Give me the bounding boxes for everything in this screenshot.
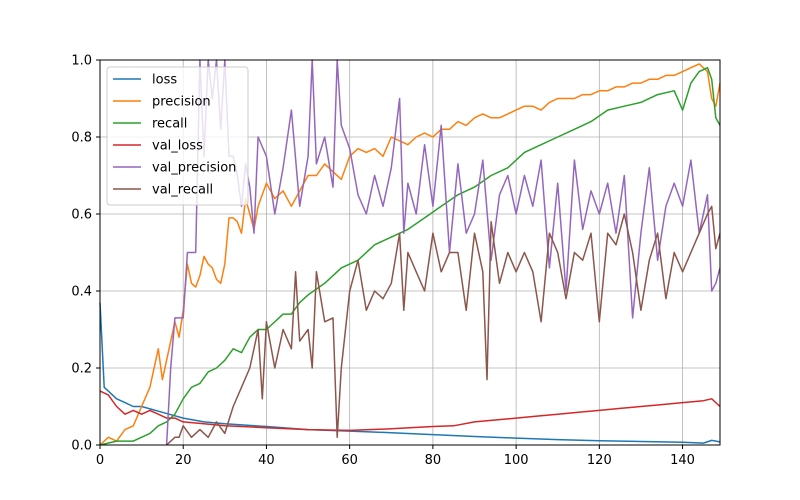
x-tick-label: 60: [341, 453, 358, 468]
plot-frame: [99, 59, 721, 446]
x-tick-label: 40: [258, 453, 275, 468]
x-tick-label: 140: [670, 453, 695, 468]
legend-label-val-precision: val_precision: [152, 161, 236, 176]
y-tick-label: 0.2: [71, 362, 92, 377]
series-line-recall: [99, 66, 721, 446]
legend-label-val-recall: val_recall: [152, 183, 213, 198]
x-tick-label: 20: [175, 453, 192, 468]
series-line-val-recall: [166, 205, 721, 446]
y-tick-label: 0.4: [71, 285, 92, 300]
legend-box: [106, 66, 249, 206]
x-tick-label: 120: [587, 453, 612, 468]
x-tick-label: 0: [96, 453, 104, 468]
y-tick-label: 0.6: [71, 208, 92, 223]
series-line-precision: [99, 63, 721, 446]
x-tick-label: 80: [425, 453, 442, 468]
y-tick-label: 1.0: [71, 54, 92, 69]
x-tick-label: 100: [504, 453, 529, 468]
y-tick-label: 0.8: [71, 131, 92, 146]
y-tick-label: 0.0: [71, 439, 92, 454]
legend-label-val-loss: val_loss: [152, 139, 203, 154]
legend-label-precision: precision: [152, 95, 211, 110]
legend: loss precision recall val_loss val_precision…: [106, 66, 249, 206]
legend-label-loss: loss: [152, 73, 177, 88]
series-line-val-loss: [99, 390, 721, 432]
legend-label-recall: recall: [152, 117, 187, 132]
axis-ticks: 0 20 40 60 80 100 120 140 0.0 0.2 0.4 0.6 0.8 1.0: [71, 54, 695, 469]
